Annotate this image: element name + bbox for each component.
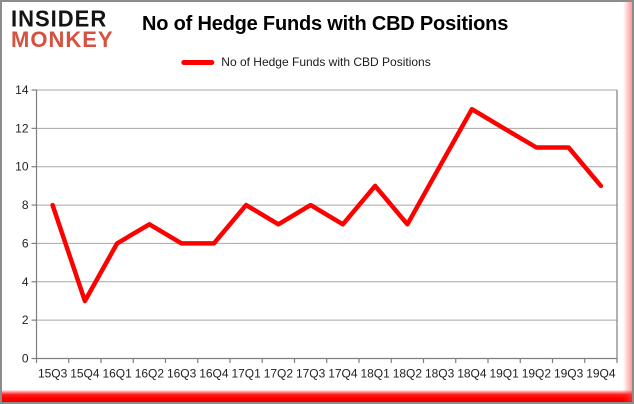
x-tick-label: 19Q2: [522, 367, 552, 381]
logo-text-monkey: MONKEY: [11, 26, 114, 52]
y-tick-label: 6: [22, 236, 29, 250]
x-tick-label: 16Q4: [199, 367, 229, 381]
series-lines: [50, 106, 604, 304]
y-tick-label: 8: [22, 198, 29, 212]
y-tick-label: 12: [15, 121, 29, 135]
bottom-red-bar: [2, 390, 632, 402]
x-tick-label: 17Q2: [264, 367, 294, 381]
x-tick-label: 15Q4: [70, 367, 100, 381]
logo-text-insider: INSIDER: [11, 5, 108, 32]
x-tick-label: 19Q4: [586, 367, 616, 381]
x-tick-label: 15Q3: [38, 367, 68, 381]
y-tick-label: 0: [22, 352, 29, 366]
y-tick-label: 14: [15, 83, 29, 97]
y-axis-labels: 0 2 4 6 8 10 12 14: [15, 83, 29, 366]
x-tick-label: 16Q2: [135, 367, 165, 381]
x-tick-label: 16Q1: [102, 367, 132, 381]
insider-monkey-logo: INSIDER MONKEY: [11, 8, 114, 50]
x-tick-label: 18Q2: [393, 367, 423, 381]
y-tick-label: 4: [22, 275, 29, 289]
series-line-cbd: [50, 106, 604, 304]
x-tick-label: 18Q4: [457, 367, 487, 381]
right-edge-glow: [623, 2, 632, 402]
y-tick-label: 10: [15, 160, 29, 174]
x-tick-label: 19Q1: [489, 367, 519, 381]
x-tick-label: 16Q3: [167, 367, 197, 381]
legend-label: No of Hedge Funds with CBD Positions: [221, 55, 431, 69]
x-tick-label: 18Q3: [425, 367, 455, 381]
axes: [31, 89, 618, 363]
gridlines: [36, 89, 617, 321]
legend-line-swatch: [181, 59, 215, 65]
x-tick-label: 18Q1: [360, 367, 390, 381]
x-tick-label: 17Q4: [328, 367, 358, 381]
y-tick-label: 2: [22, 313, 29, 327]
x-axis-labels: 15Q3 15Q4 16Q1 16Q2 16Q3 16Q4 17Q1 17Q2 17Q3 17Q4…: [38, 367, 616, 381]
legend: No of Hedge Funds with CBD Positions: [181, 55, 431, 69]
x-tick-label: 17Q1: [231, 367, 261, 381]
x-tick-label: 19Q3: [554, 367, 584, 381]
x-tick-label: 17Q3: [296, 367, 326, 381]
chart-title: No of Hedge Funds with CBD Positions: [142, 13, 509, 35]
